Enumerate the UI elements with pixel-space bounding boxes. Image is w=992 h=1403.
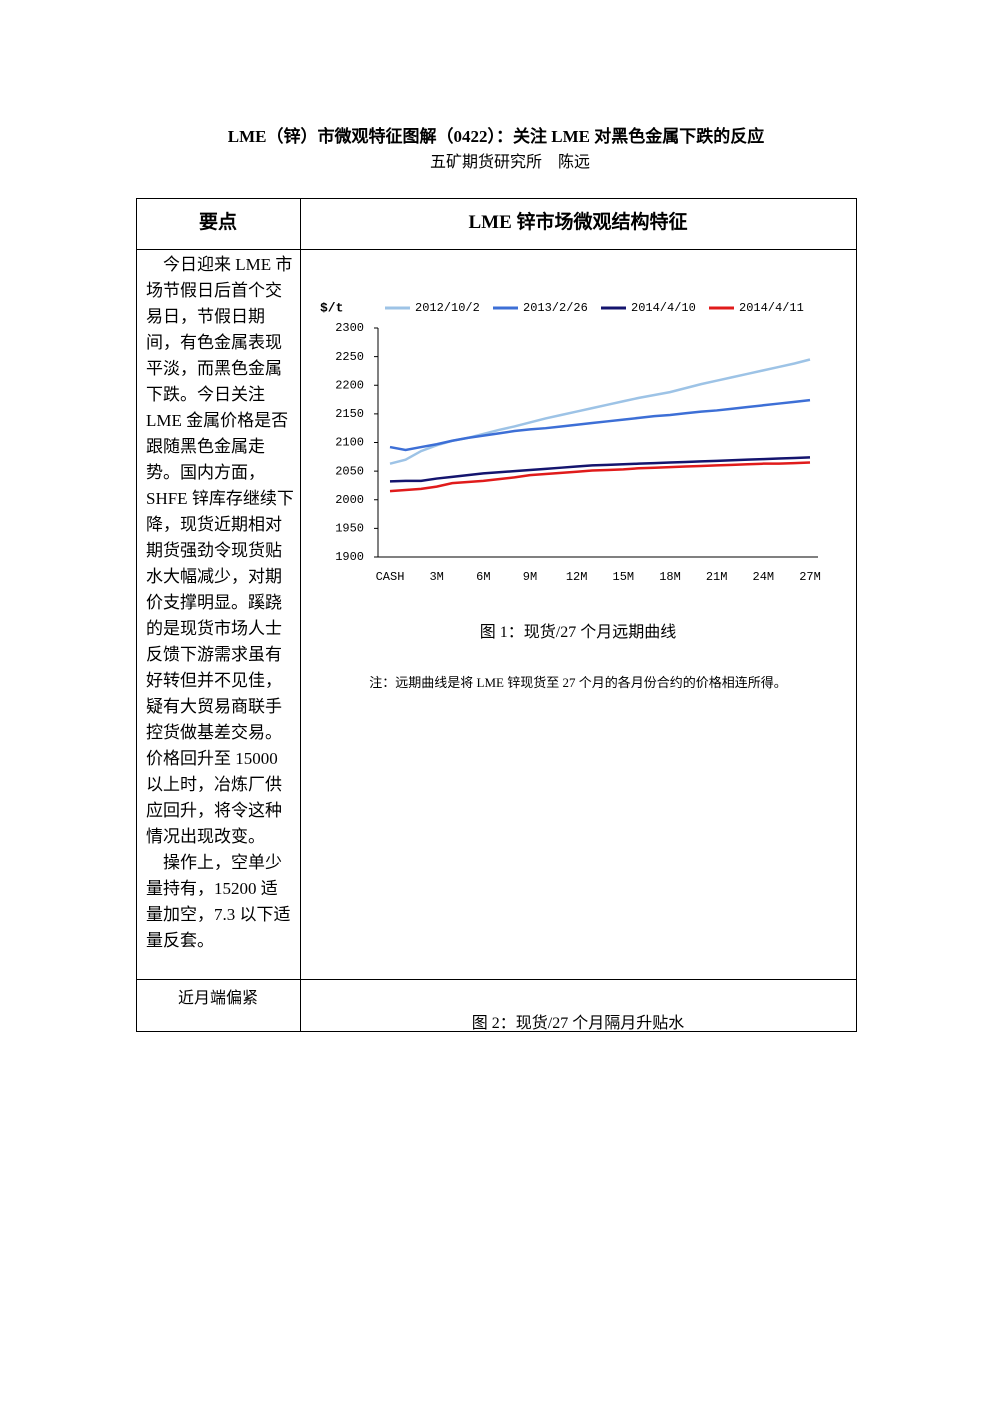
- y-tick-label: 2200: [335, 378, 364, 392]
- legend-label: 2013/2/26: [523, 301, 588, 315]
- col-divider: [300, 198, 301, 1031]
- paragraph: 今日迎来 LME 市场节假日后首个交易日，节假日期间，有色金属表现平淡，而黑色金…: [146, 255, 294, 846]
- y-tick-label: 1950: [335, 522, 364, 536]
- figure-caption: 图 1：现货/27 个月远期曲线: [479, 624, 677, 641]
- table: [136, 198, 857, 1032]
- row-divider: [136, 979, 856, 980]
- subtitle: 五矿期货研究所 陈远: [429, 154, 590, 171]
- legend-label: 2014/4/11: [739, 301, 804, 315]
- x-tick-label: 18M: [659, 570, 681, 584]
- series-line: [389, 461, 811, 493]
- chart: $/t 1900 1950 2000 2050 2100 2150 2200 2250 2300…: [320, 300, 821, 584]
- x-tick-label: 3M: [429, 570, 443, 584]
- series-line: [389, 456, 811, 483]
- x-tick-label: 21M: [706, 570, 728, 584]
- x-tick-label: 12M: [566, 570, 588, 584]
- y-tick-label: 2300: [335, 321, 364, 335]
- series-line: [389, 358, 811, 465]
- x-tick-label: 15M: [613, 570, 635, 584]
- note: 注：远期曲线是将 LME 锌现货至 27 个月的各月份合约的价格相连所得。: [369, 675, 787, 690]
- y-tick-label: 2100: [335, 436, 364, 450]
- y-tick-label: 1900: [335, 550, 364, 564]
- figure-caption: 图 2：现货/27 个月隔月升贴水: [471, 1015, 685, 1032]
- paragraph: 操作上，空单少量持有，15200 适量加空，7.3 以下适量反套。: [146, 853, 291, 950]
- y-tick-label: 2250: [335, 350, 364, 364]
- left-cell: 今日迎来 LME 市场节假日后首个交易日，节假日期间，有色金属表现平淡，而黑色金…: [146, 252, 294, 954]
- head-cell: 要点: [198, 212, 237, 233]
- x-tick-label: 6M: [476, 570, 490, 584]
- y-tick-label: 2150: [335, 407, 364, 421]
- legend-label: 2012/10/2: [415, 301, 480, 315]
- x-tick-label: 9M: [523, 570, 537, 584]
- y-axis-label: $/t: [320, 300, 343, 315]
- y-tick-label: 2000: [335, 493, 364, 507]
- row-divider: [136, 249, 856, 250]
- legend-label: 2014/4/10: [631, 301, 696, 315]
- y-tick-label: 2050: [335, 464, 364, 478]
- x-tick-label: CASH: [376, 570, 405, 584]
- series-line: [389, 398, 811, 452]
- head-cell: LME 锌市场微观结构特征: [468, 212, 688, 233]
- title: LME（锌）市微观特征图解（0422）：关注 LME 对黑色金属下跌的反应: [227, 127, 765, 146]
- x-tick-label: 27M: [799, 570, 821, 584]
- cell: 近月端偏紧: [177, 990, 258, 1007]
- x-tick-label: 24M: [753, 570, 775, 584]
